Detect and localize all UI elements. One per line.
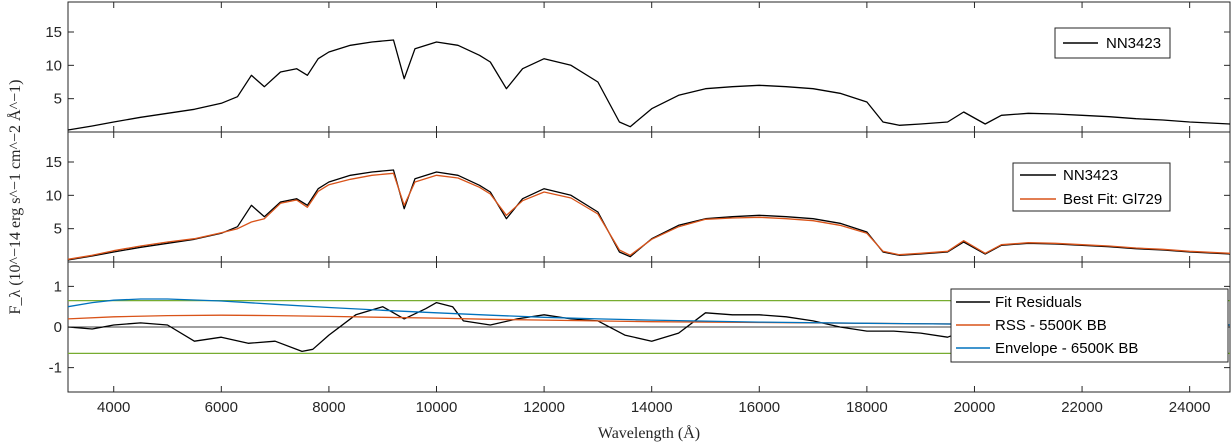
y-axis-label: F_λ (10^−14 erg s^−1 cm^−2 Å^−1) <box>6 80 24 315</box>
x-tick-label: 20000 <box>954 399 996 416</box>
series-line-bottom-0 <box>67 301 1230 353</box>
series-line-middle-0 <box>67 169 1231 261</box>
y-tick-label: 5 <box>54 91 62 108</box>
x-tick-label: 24000 <box>1169 399 1211 416</box>
y-tick-label: 10 <box>45 57 62 74</box>
legend-bottom: Fit Residuals RSS - 5500K BB Envelope - … <box>950 288 1229 363</box>
y-tick-label: 15 <box>45 154 62 171</box>
y-tick-label: 0 <box>54 319 62 336</box>
legend-label-nn3423: NN3423 <box>1063 167 1118 184</box>
x-tick-label: 10000 <box>416 399 458 416</box>
series-line-middle-1 <box>67 172 1231 260</box>
legend-top: NN3423 <box>1054 27 1171 59</box>
x-tick-label: 6000 <box>205 399 238 416</box>
y-tick-label: -1 <box>49 360 62 377</box>
legend-bottom-box <box>950 288 1229 363</box>
x-axis-label: Wavelength (Å) <box>598 424 700 442</box>
x-tick-label: 4000 <box>97 399 130 416</box>
legend-label-nn3423: NN3423 <box>1106 35 1161 52</box>
series-line-top-0 <box>67 39 1231 131</box>
y-tick-label: 1 <box>54 278 62 295</box>
legend-label-envelope-6500k: Envelope - 6500K BB <box>995 340 1138 357</box>
x-tick-label: 8000 <box>312 399 345 416</box>
x-tick-label: 22000 <box>1061 399 1103 416</box>
legend-label-fit-residuals: Fit Residuals <box>995 294 1082 311</box>
legend-middle: NN3423 Best Fit: Gl729 <box>1012 162 1171 212</box>
series-line-bottom-2 <box>67 298 1231 326</box>
legend-middle-box <box>1012 162 1171 212</box>
y-tick-label: 15 <box>45 24 62 41</box>
x-tick-label: 16000 <box>738 399 780 416</box>
legend-label-rss-5500k: RSS - 5500K BB <box>995 317 1107 334</box>
panel-top-frame <box>67 1 1231 133</box>
legend-label-best-fit: Best Fit: Gl729 <box>1063 191 1162 208</box>
y-tick-label: 10 <box>45 187 62 204</box>
x-tick-label: 12000 <box>523 399 565 416</box>
x-tick-label: 14000 <box>631 399 673 416</box>
y-tick-label: 5 <box>54 221 62 238</box>
x-tick-label: 18000 <box>846 399 888 416</box>
